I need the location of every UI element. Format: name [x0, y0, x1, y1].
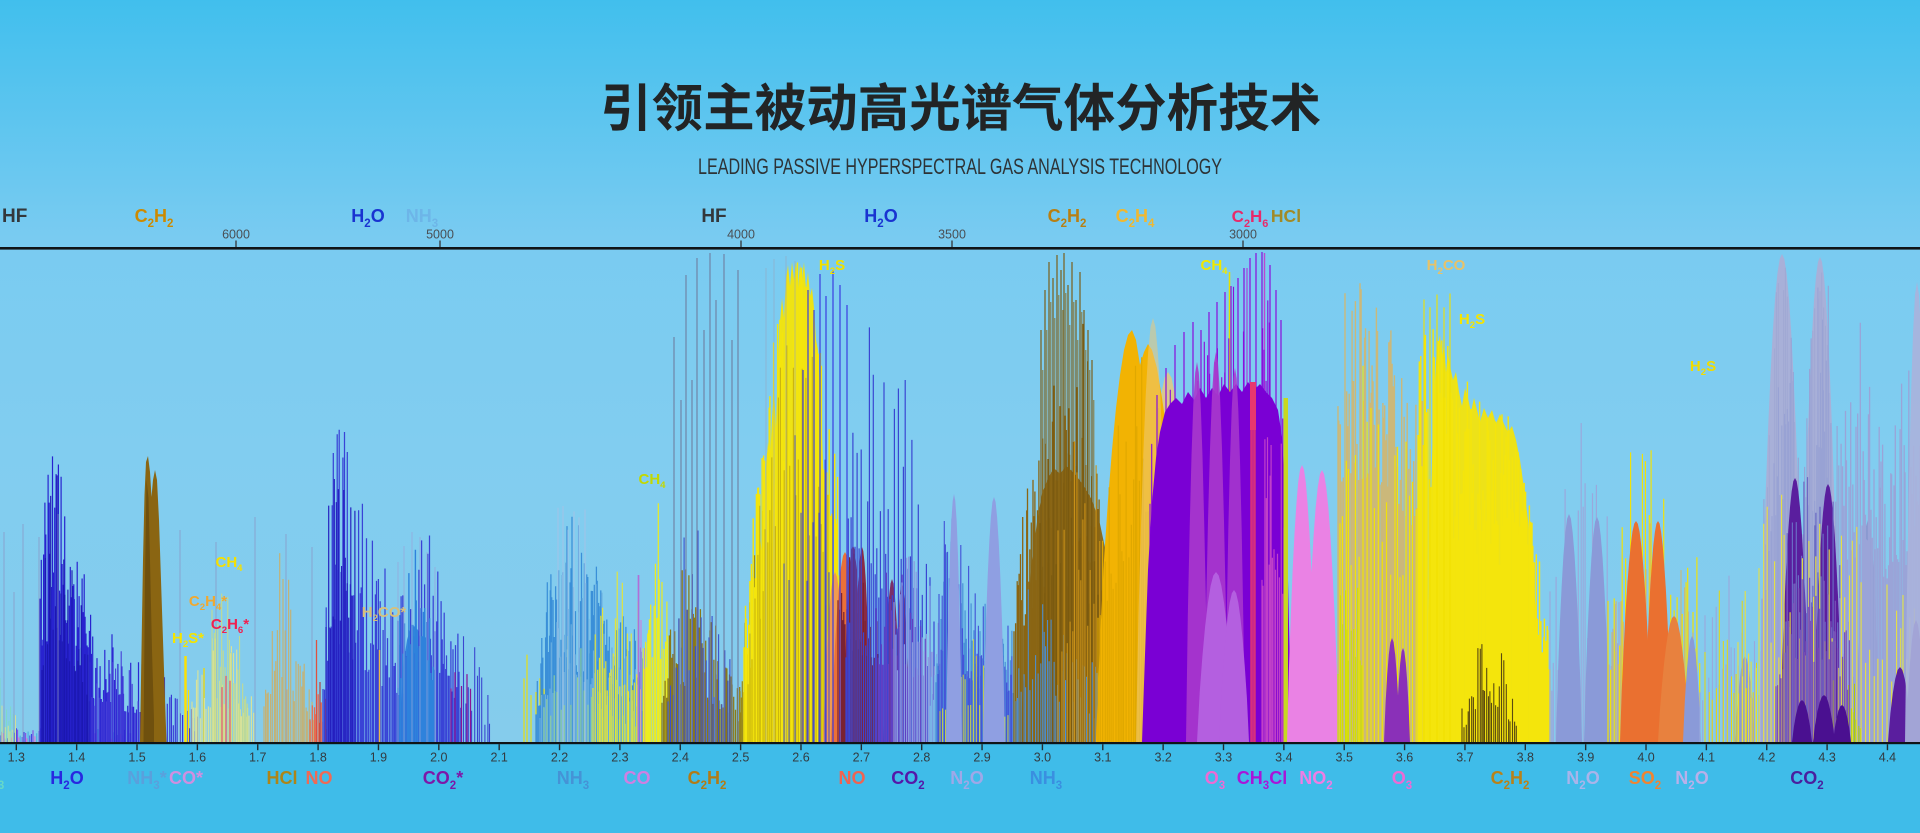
svg-text:LEADING PASSIVE HYPERSPECTRAL: LEADING PASSIVE HYPERSPECTRAL GAS ANALYS… — [698, 154, 1222, 179]
svg-text:2.7: 2.7 — [853, 751, 870, 765]
svg-text:3.3: 3.3 — [1215, 751, 1232, 765]
svg-text:4.3: 4.3 — [1818, 751, 1835, 765]
svg-text:H2S: H2S — [819, 257, 845, 277]
svg-text:C2H2: C2H2 — [135, 206, 174, 230]
svg-text:C2H2: C2H2 — [1048, 206, 1087, 230]
svg-text:NH3: NH3 — [406, 206, 438, 230]
svg-text:1.4: 1.4 — [68, 751, 85, 765]
svg-text:C2H6: C2H6 — [1232, 207, 1269, 230]
svg-text:4.4: 4.4 — [1879, 751, 1896, 765]
svg-text:2.8: 2.8 — [913, 751, 930, 765]
svg-text:4.2: 4.2 — [1758, 751, 1775, 765]
svg-text:C2H2: C2H2 — [1491, 768, 1530, 792]
svg-text:2.6: 2.6 — [792, 751, 809, 765]
svg-text:CH3Cl: CH3Cl — [1237, 768, 1287, 792]
svg-text:3500: 3500 — [938, 228, 966, 242]
svg-text:2.2: 2.2 — [551, 751, 568, 765]
svg-text:2.3: 2.3 — [611, 751, 628, 765]
svg-text:HCl: HCl — [1271, 206, 1301, 226]
svg-text:O3: O3 — [1205, 768, 1225, 792]
svg-text:C2H4: C2H4 — [1116, 206, 1155, 230]
svg-text:5000: 5000 — [426, 228, 454, 242]
svg-text:C2H2: C2H2 — [688, 768, 727, 792]
svg-text:3.2: 3.2 — [1154, 751, 1171, 765]
svg-text:3.8: 3.8 — [1517, 751, 1534, 765]
svg-text:N2O: N2O — [1675, 768, 1708, 792]
svg-text:H2CO: H2CO — [1427, 257, 1466, 277]
svg-text:CO2: CO2 — [891, 768, 924, 792]
svg-text:3000: 3000 — [1229, 228, 1257, 242]
svg-text:H2S: H2S — [1690, 358, 1716, 378]
svg-text:1.3: 1.3 — [8, 751, 25, 765]
svg-text:2.5: 2.5 — [732, 751, 749, 765]
svg-text:1.5: 1.5 — [128, 751, 145, 765]
svg-text:H2O: H2O — [864, 206, 897, 230]
svg-text:2.9: 2.9 — [973, 751, 990, 765]
svg-text:H2O: H2O — [351, 206, 384, 230]
svg-text:NO: NO — [306, 768, 333, 788]
svg-text:1.8: 1.8 — [309, 751, 326, 765]
svg-text:HCl: HCl — [267, 768, 298, 788]
svg-text:3.4: 3.4 — [1275, 751, 1292, 765]
svg-text:2.1: 2.1 — [490, 751, 507, 765]
svg-text:N2O: N2O — [950, 768, 983, 792]
svg-text:CO*: CO* — [169, 768, 203, 788]
svg-text:H2S: H2S — [1459, 311, 1485, 331]
svg-text:4.0: 4.0 — [1637, 751, 1654, 765]
svg-text:CO2: CO2 — [1790, 768, 1823, 792]
svg-text:3.9: 3.9 — [1577, 751, 1594, 765]
svg-text:H2S*: H2S* — [172, 630, 204, 650]
svg-text:2.4: 2.4 — [672, 751, 689, 765]
svg-text:CH4: CH4 — [638, 471, 666, 491]
svg-text:NH3: NH3 — [557, 768, 589, 792]
svg-text:C2H4*: C2H4* — [189, 593, 227, 613]
svg-text:3.5: 3.5 — [1336, 751, 1353, 765]
svg-text:H2CO*: H2CO* — [362, 604, 407, 624]
svg-text:CH4: CH4 — [215, 554, 243, 574]
svg-text:HF: HF — [2, 206, 27, 227]
svg-text:C2H6*: C2H6* — [211, 616, 249, 636]
svg-text:CO: CO — [624, 768, 651, 788]
svg-text:HF: HF — [701, 206, 726, 227]
svg-text:1.9: 1.9 — [370, 751, 387, 765]
svg-text:CH4: CH4 — [1200, 257, 1228, 277]
svg-text:N2O: N2O — [1566, 768, 1599, 792]
svg-text:NH3*: NH3* — [127, 768, 166, 792]
svg-text:O3: O3 — [1392, 768, 1412, 792]
svg-text:1.7: 1.7 — [249, 751, 266, 765]
svg-text:NH3: NH3 — [1030, 768, 1062, 792]
svg-text:3.7: 3.7 — [1456, 751, 1473, 765]
svg-text:NO2: NO2 — [1299, 768, 1332, 792]
svg-text:6000: 6000 — [222, 228, 250, 242]
svg-text:1.6: 1.6 — [189, 751, 206, 765]
svg-text:NO: NO — [839, 768, 866, 788]
svg-text:3.0: 3.0 — [1034, 751, 1051, 765]
svg-text:3.6: 3.6 — [1396, 751, 1413, 765]
svg-text:CO2*: CO2* — [423, 768, 463, 792]
svg-text:O3: O3 — [0, 768, 4, 792]
svg-text:4000: 4000 — [727, 228, 755, 242]
svg-text:2.0: 2.0 — [430, 751, 447, 765]
svg-text:4.1: 4.1 — [1698, 751, 1715, 765]
svg-text:H2O: H2O — [50, 768, 83, 792]
svg-text:3.1: 3.1 — [1094, 751, 1111, 765]
svg-text:SO2: SO2 — [1629, 768, 1661, 792]
